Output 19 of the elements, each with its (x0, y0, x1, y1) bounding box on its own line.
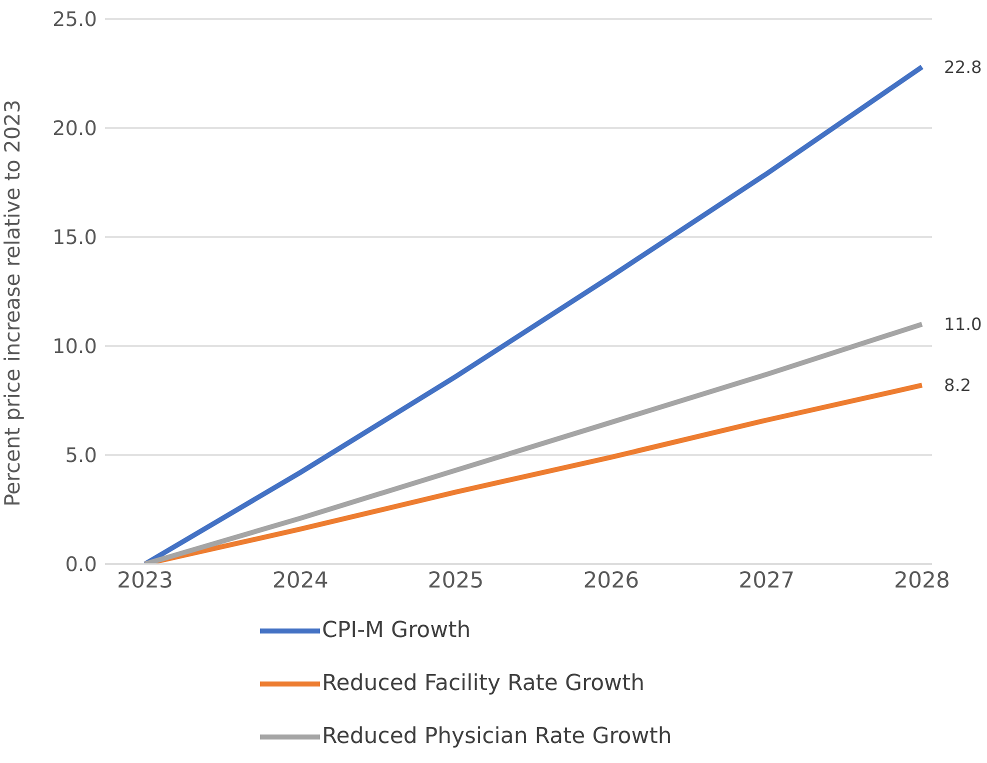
x-tick-label: 2024 (272, 568, 328, 594)
y-tick-label: 20.0 (52, 116, 97, 140)
y-tick-label: 5.0 (65, 443, 97, 468)
data-label: 22.8 (944, 58, 982, 78)
x-tick-label: 2025 (428, 568, 484, 594)
y-tick-label: 10.0 (52, 334, 97, 358)
x-tick-label: 2026 (583, 568, 640, 594)
y-tick-label: 0.0 (65, 552, 97, 576)
x-tick-label: 2028 (894, 568, 950, 594)
legend-label: Reduced Facility Rate Growth (322, 671, 645, 696)
y-tick-label: 25.0 (52, 7, 97, 32)
data-label: 11.0 (944, 315, 982, 336)
x-tick-label: 2027 (738, 568, 795, 594)
legend-label: CPI-M Growth (322, 618, 471, 643)
x-tick-label: 2023 (117, 568, 173, 594)
y-tick-label: 15.0 (52, 225, 97, 250)
legend-label: Reduced Physician Rate Growth (322, 724, 672, 749)
y-axis-title: Percent price increase relative to 2023 (0, 100, 24, 506)
data-label: 8.2 (944, 376, 972, 396)
